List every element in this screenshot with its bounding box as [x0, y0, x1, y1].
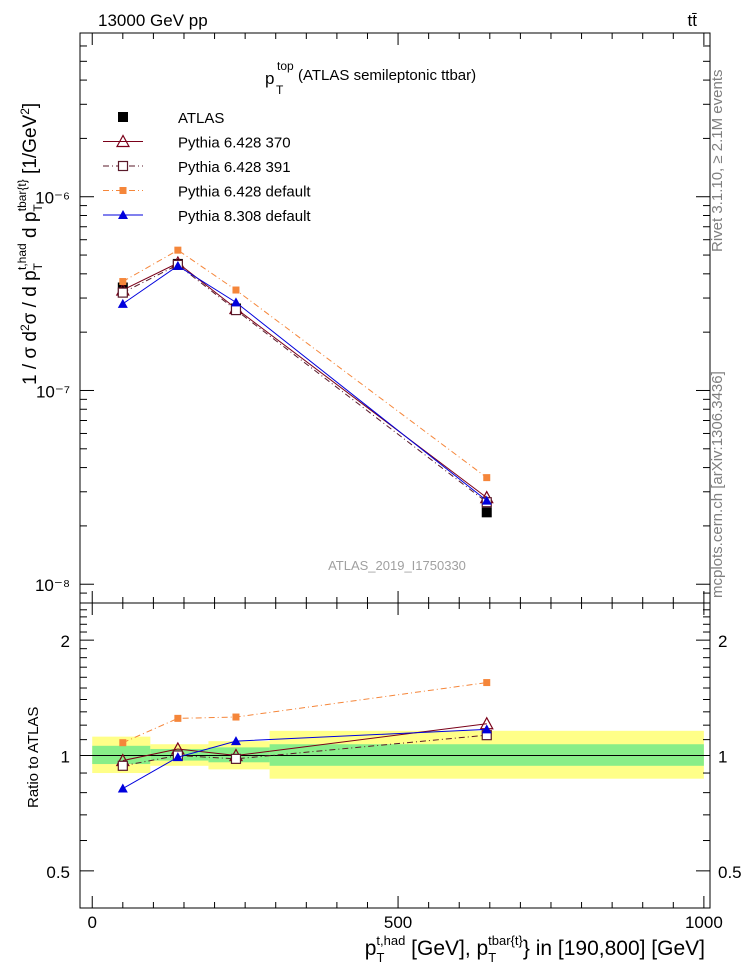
series-line: [122, 264, 488, 503]
plot-title: p top T (ATLAS semileptonic ttbar): [265, 59, 476, 97]
data-point: [481, 495, 492, 505]
legend-label: Pythia 8.308 default: [178, 208, 311, 225]
ratio-point: [117, 783, 128, 793]
data-point: [117, 282, 128, 293]
data-point: [230, 304, 242, 316]
plot-title-main: p: [265, 69, 274, 88]
analysis-id: ATLAS_2019_I1750330: [328, 558, 466, 573]
ratio-point: [174, 714, 182, 722]
ratio-y-tick-label: 2: [61, 632, 70, 651]
legend-label: Pythia 6.428 default: [178, 184, 311, 201]
series-line: [122, 265, 488, 502]
legend-marker: [118, 210, 128, 219]
plot-title-rest: (ATLAS semileptonic ttbar): [298, 67, 476, 84]
ratio-point: [483, 679, 491, 687]
data-point: [117, 287, 128, 298]
energy-label: 13000 GeV pp: [98, 11, 208, 30]
ratio-point: [119, 739, 127, 747]
main-y-axis-title: 1 / σ d2σ / d pTt,had d pTtbar{t} [1/GeV…: [15, 103, 45, 385]
ratio-y-tick-label: 1: [61, 748, 70, 767]
legend-label: ATLAS: [178, 110, 224, 127]
ratio-series-line: [122, 728, 487, 789]
ratio-y-tick-label-right: 2: [718, 632, 727, 651]
data-point: [481, 507, 492, 518]
main-frame: [79, 32, 711, 604]
ratio-point: [481, 724, 492, 734]
uncertainty-band-inner: [92, 745, 151, 765]
y-tick-label: 10⁻⁸: [35, 576, 70, 595]
ratio-y-axis-title: Ratio to ATLAS: [25, 707, 42, 808]
data-point: [232, 286, 240, 294]
series-line: [122, 262, 488, 498]
x-tick-label: 1000: [685, 913, 723, 932]
mcplots-label: mcplots.cern.ch [arXiv:1306.3436]: [709, 371, 726, 598]
legend: ATLAS Pythia 6.428 370 Pythia 6.428 391 Pyt…: [103, 110, 311, 225]
data-point: [174, 246, 182, 254]
x-tick-label: 0: [87, 913, 96, 932]
rivet-label: Rivet 3.1.10, ≥ 2.1M events: [709, 70, 726, 253]
ratio-panel: 0 500 1000 0.5 0.5 1 1 2 2: [46, 33, 742, 932]
process-label: tt̄: [688, 11, 698, 30]
svg-text:1 / σ d2σ / d pTt,had d pTtbar: 1 / σ d2σ / d pTt,had d pTtbar{t} [1/GeV…: [15, 103, 45, 385]
ratio-series-line: [122, 734, 487, 767]
ratio-point: [172, 752, 183, 762]
ratio-y-tick-label-right: 0.5: [718, 863, 742, 882]
x-tick-label: 500: [384, 913, 412, 932]
legend-marker: [117, 160, 129, 172]
data-point: [172, 260, 183, 270]
data-point: [119, 278, 127, 286]
legend-marker: [119, 187, 127, 194]
x-axis-title: pTt,had [GeV], pTtbar{t}} in [190,800] […: [365, 933, 705, 965]
ratio-point: [232, 713, 240, 721]
ratio-y-tick-label: 0.5: [46, 863, 70, 882]
ratio-point: [230, 736, 241, 746]
y-tick-label: 10⁻⁶: [35, 189, 70, 208]
data-point: [117, 298, 128, 308]
plot-title-sup: top: [277, 59, 294, 73]
y-tick-label: 10⁻⁷: [36, 382, 70, 401]
data-point: [483, 474, 491, 482]
svg-text:pTt,had [GeV], pTtbar{t}} in [: pTt,had [GeV], pTtbar{t}} in [190,800] […: [365, 933, 705, 965]
main-panel: 10⁻⁸ 10⁻⁷ 10⁻⁶: [35, 32, 711, 604]
ratio-series-line: [122, 723, 487, 762]
legend-marker: [115, 134, 131, 148]
plot-title-sub: T: [276, 83, 284, 97]
ratio-series-line: [122, 682, 487, 744]
legend-label: Pythia 6.428 391: [178, 159, 291, 176]
legend-marker: [118, 112, 128, 122]
legend-label: Pythia 6.428 370: [178, 135, 291, 152]
ratio-point: [230, 753, 242, 764]
ratio-point: [117, 760, 128, 771]
data-point: [230, 297, 241, 307]
ratio-y-tick-label-right: 1: [718, 748, 727, 767]
series-line: [122, 249, 488, 479]
